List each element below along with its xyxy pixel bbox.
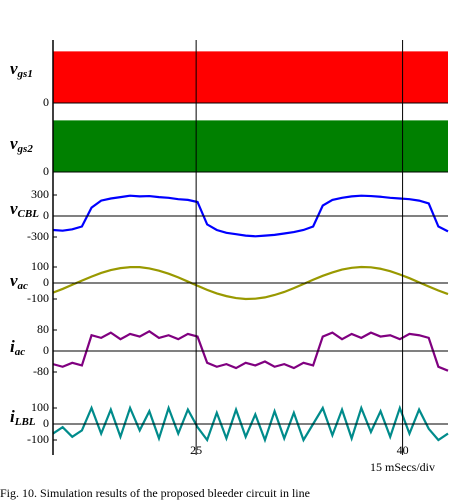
panel-subscript: LBL <box>14 416 36 428</box>
y-tick-label: 0 <box>43 275 49 289</box>
line <box>52 404 449 444</box>
y-tick-label: -80 <box>33 364 49 378</box>
panel-subscript: CBL <box>18 208 40 220</box>
y-tick-label: -100 <box>27 432 49 446</box>
x-tick-label: 25 <box>190 443 202 457</box>
panel-symbol: v <box>10 271 18 290</box>
y-tick-label: 80 <box>37 322 49 336</box>
caption: Fig. 10. Simulation results of the propo… <box>0 486 310 500</box>
y-tick-label: 0 <box>43 164 49 178</box>
area <box>53 120 448 172</box>
line <box>52 265 449 301</box>
panel-label: vgs1 <box>10 59 33 80</box>
line <box>52 330 449 372</box>
panel-symbol: i <box>10 407 15 426</box>
y-tick-label: 0 <box>43 343 49 357</box>
panel-label: vCBL <box>10 199 39 220</box>
y-tick-label: 0 <box>43 208 49 222</box>
line <box>52 194 449 238</box>
panel-label: vgs2 <box>10 134 33 155</box>
y-tick-label: 0 <box>43 416 49 430</box>
area <box>53 51 448 103</box>
panel-subscript: ac <box>18 280 29 292</box>
panel-symbol: i <box>10 337 15 356</box>
panel-label: iLBL <box>10 407 36 428</box>
y-tick-label: 0 <box>43 95 49 109</box>
y-tick-label: 300 <box>31 187 49 201</box>
y-tick-label: -100 <box>27 291 49 305</box>
y-tick-label: -300 <box>27 229 49 243</box>
panel-subscript: gs2 <box>17 143 34 155</box>
panel-symbol: v <box>10 59 18 78</box>
x-axis-label: 15 mSecs/div <box>370 460 435 474</box>
panel-symbol: v <box>10 199 18 218</box>
panel-subscript: ac <box>15 346 26 358</box>
y-tick-label: 100 <box>31 259 49 273</box>
panel-label: iac <box>10 337 25 358</box>
panel-subscript: gs1 <box>17 68 33 80</box>
panel-symbol: v <box>10 134 18 153</box>
y-tick-label: 100 <box>31 400 49 414</box>
x-tick-label: 40 <box>397 443 409 457</box>
panel-label: vac <box>10 271 28 292</box>
